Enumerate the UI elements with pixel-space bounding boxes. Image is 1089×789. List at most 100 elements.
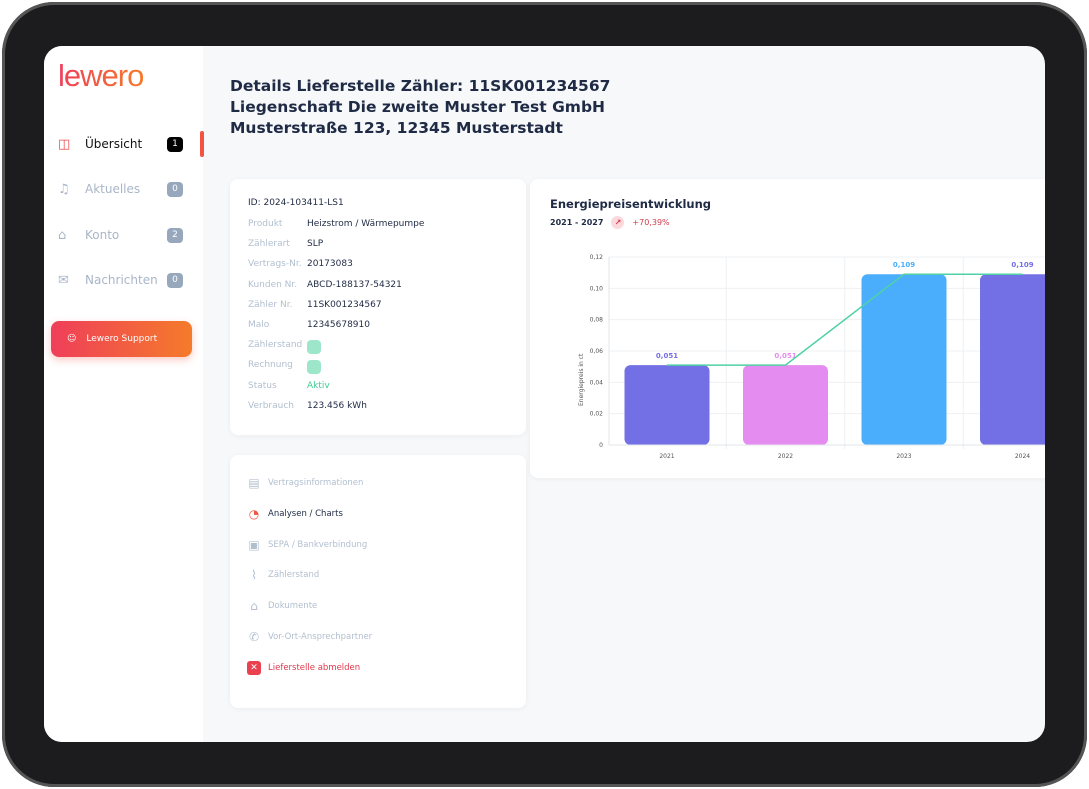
badge: 2 (167, 227, 183, 243)
y-tick-label: 0,10 (590, 285, 604, 292)
x-tick-label: 2023 (896, 453, 911, 460)
nav-label: Konto (85, 228, 120, 242)
bar-2024 (980, 274, 1045, 445)
title-line: Liegenschaft Die zweite Muster Test GmbH (230, 98, 606, 116)
menu-label: Lieferstelle abmelden (268, 662, 361, 673)
phone-icon: ✆ (248, 630, 260, 644)
meter-icon: ⌇ (251, 568, 257, 583)
status-indicator (307, 340, 321, 355)
info-key: Status (248, 380, 277, 391)
close-icon: ✕ (247, 660, 261, 675)
nav-label: Übersicht (85, 137, 143, 151)
nav-label: Aktuelles (85, 182, 141, 196)
document-icon: ▤ (248, 476, 260, 490)
badge: 0 (167, 181, 183, 197)
inbox-icon: ⌂ (58, 227, 67, 243)
menu-card: ▤ Vertragsinformationen ◔ Analysen / Charts… (230, 455, 526, 708)
sidebar: lewero ◫ Übersicht 1 ♫ Aktuelles 0 ⌂ Konto 2 ✉… (44, 46, 203, 742)
info-value: 12345678910 (307, 320, 370, 330)
sidebar-item-aktuelles[interactable]: ♫ Aktuelles 0 (58, 179, 183, 199)
y-tick-label: 0,04 (590, 379, 604, 386)
menu-item[interactable]: ✆ Vor-Ort-Ansprechpartner (247, 630, 372, 644)
info-row: Rechnung (248, 360, 321, 375)
chart-change: +70,39% (632, 218, 670, 227)
y-axis-label: Energiepreis in ct (578, 353, 585, 406)
chart-range: 2021 - 2027 (550, 218, 604, 227)
mail-icon: ✉ (58, 272, 69, 288)
info-key: Verbrauch (248, 400, 294, 411)
bar-2023 (861, 274, 947, 445)
info-row: Status Aktiv (248, 381, 330, 391)
active-indicator (200, 131, 204, 157)
menu-item[interactable]: ⌇ Zählerstand (247, 568, 319, 582)
support-button[interactable]: ☺ Lewero Support (51, 321, 192, 357)
info-row: Kunden Nr. ABCD-188137-54321 (248, 280, 402, 290)
menu-item[interactable]: ▤ Vertragsinformationen (247, 476, 363, 490)
info-value: Heizstrom / Wärmepumpe (307, 219, 425, 229)
info-key: Zählerart (248, 239, 290, 250)
info-row: Produkt Heizstrom / Wärmepumpe (248, 219, 424, 229)
y-tick-label: 0,12 (590, 254, 604, 261)
info-value: ABCD-188137-54321 (307, 279, 402, 290)
bar-chart: 0 0,02 0,04 0,06 0,08 0,10 0,12 0,051 2021 0,051 2… (578, 254, 1045, 460)
x-tick-label: 2021 (659, 453, 674, 460)
info-value: 11SK001234567 (307, 299, 382, 310)
bell-icon: ♫ (58, 181, 70, 197)
bar-2021 (624, 365, 710, 445)
layout-icon: ◫ (58, 136, 71, 152)
info-value: 123.456 kWh (307, 400, 367, 411)
menu-label: Vor-Ort-Ansprechpartner (268, 632, 373, 642)
y-tick-label: 0,08 (590, 317, 604, 324)
info-key: Rechnung (248, 360, 293, 371)
info-key: Produkt (248, 219, 283, 229)
sidebar-item-uebersicht[interactable]: ◫ Übersicht 1 (58, 134, 183, 154)
screen: lewero ◫ Übersicht 1 ♫ Aktuelles 0 ⌂ Konto 2 ✉… (44, 46, 1045, 742)
id-label: ID: 2024-103411-LS1 (248, 198, 344, 208)
info-value: SLP (307, 239, 324, 250)
menu-label: Dokumente (268, 601, 318, 612)
chart-card: Energiepreisentwicklung 2021 - 2027 ↗ +7… (530, 179, 1045, 478)
menu-label: SEPA / Bankverbindung (268, 539, 368, 550)
status-indicator (307, 360, 321, 375)
info-row: Zählerstand (248, 340, 321, 355)
nav-label: Nachrichten (85, 273, 158, 287)
menu-label: Analysen / Charts (268, 508, 343, 519)
menu-item[interactable]: ▣ SEPA / Bankverbindung (247, 538, 367, 552)
data-label: 0,051 (656, 352, 678, 360)
badge: 0 (167, 272, 183, 288)
info-key: Kunden Nr. (248, 279, 298, 290)
users-icon: ☺ (67, 334, 77, 344)
menu-item[interactable]: ⌂ Dokumente (247, 599, 317, 613)
title-line: Details Lieferstelle Zähler: 11SK0012345… (230, 77, 611, 95)
info-value: Aktiv (307, 380, 330, 391)
pie-chart-icon: ◔ (248, 506, 260, 521)
y-tick-label: 0,06 (590, 348, 604, 355)
sidebar-item-nachrichten[interactable]: ✉ Nachrichten 0 (58, 270, 183, 290)
data-label: 0,109 (1011, 261, 1033, 269)
logo: lewero (58, 58, 144, 93)
title-line: Musterstraße 123, 12345 Musterstadt (230, 119, 563, 137)
inbox-icon: ⌂ (250, 599, 258, 614)
info-key: Vertrags-Nr. (248, 259, 302, 270)
badge: 1 (167, 136, 183, 152)
wallet-icon: ▣ (248, 537, 260, 552)
info-row: Malo 12345678910 (248, 320, 370, 330)
page-title: Details Lieferstelle Zähler: 11SK0012345… (230, 76, 610, 139)
data-label: 0,051 (774, 352, 796, 360)
info-key: Malo (248, 320, 270, 330)
info-value: 20173083 (307, 259, 353, 270)
y-tick-label: 0 (599, 442, 603, 449)
info-key: Zähler Nr. (248, 299, 293, 310)
menu-item[interactable]: ◔ Analysen / Charts (247, 507, 343, 521)
info-row: Zählerart SLP (248, 239, 323, 249)
menu-label: Vertragsinformationen (268, 478, 364, 488)
sidebar-item-konto[interactable]: ⌂ Konto 2 (58, 225, 183, 245)
info-row: Zähler Nr. 11SK001234567 (248, 300, 382, 310)
y-tick-label: 0,02 (590, 411, 604, 418)
info-row: Vertrags-Nr. 20173083 (248, 259, 353, 269)
menu-item[interactable]: ✕ Lieferstelle abmelden (247, 660, 361, 675)
support-label: Lewero Support (86, 334, 158, 344)
menu-label: Zählerstand (268, 570, 320, 581)
x-tick-label: 2024 (1015, 453, 1030, 460)
data-label: 0,109 (893, 261, 915, 269)
